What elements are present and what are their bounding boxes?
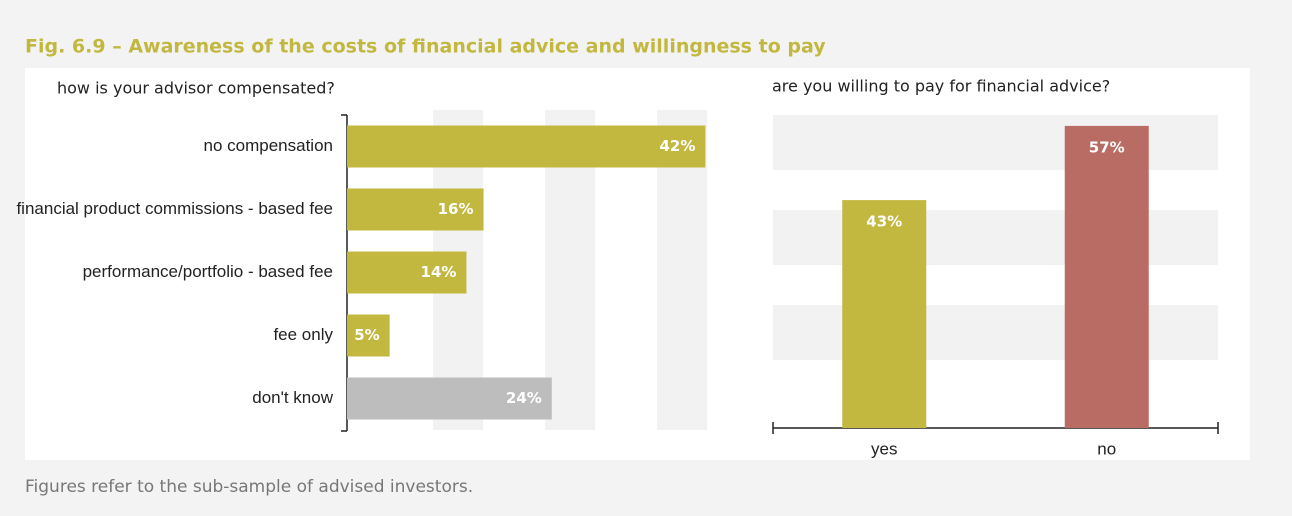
bar xyxy=(347,188,484,231)
value-label: 14% xyxy=(421,263,457,281)
y-tick-label: financial product commissions - based fe… xyxy=(16,199,333,218)
band xyxy=(773,115,1218,170)
value-label: 24% xyxy=(506,389,542,407)
bar xyxy=(347,314,390,357)
note: Figures refer to the sub-sample of advis… xyxy=(25,477,473,497)
y-tick-label: no compensation xyxy=(204,136,333,155)
bar xyxy=(1064,125,1149,429)
bar xyxy=(347,377,552,420)
value-label: 43% xyxy=(866,213,902,231)
value-label: 5% xyxy=(354,326,379,344)
band xyxy=(773,210,1218,265)
value-label: 57% xyxy=(1089,138,1125,156)
bar xyxy=(842,200,927,428)
bar xyxy=(347,125,706,168)
chart-title: are you willing to pay for financial adv… xyxy=(772,77,1110,96)
y-tick-label: performance/portfolio - based fee xyxy=(83,262,333,281)
y-tick-label: don't know xyxy=(252,388,333,407)
y-tick-label: fee only xyxy=(273,325,333,344)
band xyxy=(773,305,1218,360)
value-label: 16% xyxy=(438,200,474,218)
value-label: 42% xyxy=(659,137,695,155)
figure-title: Fig. 6.9 – Awareness of the costs of fin… xyxy=(25,36,826,58)
bar xyxy=(347,251,467,294)
x-tick-label: no xyxy=(1097,439,1116,458)
x-tick-label: yes xyxy=(871,439,897,458)
chart-title: how is your advisor compensated? xyxy=(57,79,335,98)
